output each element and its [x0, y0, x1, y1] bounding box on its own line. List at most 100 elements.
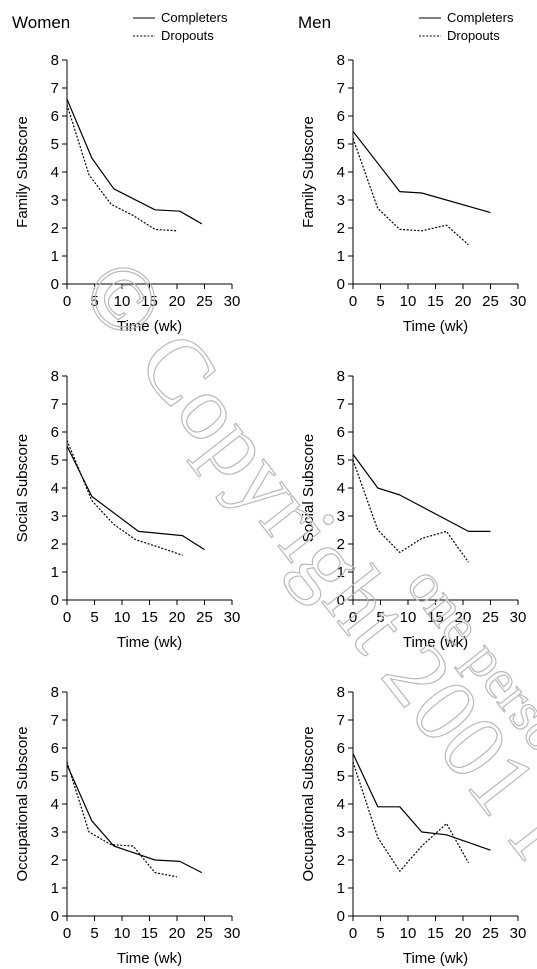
- y-tick-label: 6: [51, 108, 59, 125]
- x-tick-label: 15: [427, 293, 444, 310]
- y-tick-label: 6: [337, 740, 345, 757]
- y-tick-label: 2: [337, 220, 345, 237]
- y-axis-label: Occupational Subscore: [14, 726, 31, 881]
- x-tick-label: 20: [169, 925, 186, 942]
- y-tick-label: 7: [337, 80, 345, 97]
- x-tick-label: 30: [224, 925, 241, 942]
- y-tick-label: 8: [337, 52, 345, 69]
- y-tick-label: 6: [51, 740, 59, 757]
- y-tick-label: 5: [337, 452, 345, 469]
- y-tick-label: 5: [51, 136, 59, 153]
- y-tick-label: 2: [51, 852, 59, 869]
- x-tick-label: 25: [482, 609, 499, 626]
- x-tick-label: 0: [63, 925, 71, 942]
- panel-5: 0 1 2 3 4 5 6 7 8 0 5 10 15 20 25 30 Time (wk) Occupation…: [14, 684, 240, 967]
- x-tick-label: 0: [349, 925, 357, 942]
- y-tick-label: 6: [337, 108, 345, 125]
- x-tick-label: 20: [455, 609, 472, 626]
- y-tick-label: 4: [51, 480, 59, 497]
- x-tick-label: 25: [196, 925, 213, 942]
- y-tick-label: 0: [337, 276, 345, 293]
- y-tick-label: 4: [337, 796, 345, 813]
- y-tick-label: 8: [337, 684, 345, 701]
- y-tick-label: 3: [51, 508, 59, 525]
- y-axis-label: Social Subscore: [300, 434, 317, 542]
- x-tick-label: 15: [141, 293, 158, 310]
- x-tick-label: 5: [376, 609, 384, 626]
- legend-label-completers: Completers: [161, 10, 228, 25]
- y-tick-label: 6: [51, 424, 59, 441]
- legend-label-completers: Completers: [447, 10, 514, 25]
- y-tick-label: 0: [337, 592, 345, 609]
- y-tick-label: 0: [51, 908, 59, 925]
- x-tick-label: 10: [114, 609, 131, 626]
- y-tick-label: 8: [337, 368, 345, 385]
- x-tick-label: 5: [376, 925, 384, 942]
- legend-label-dropouts: Dropouts: [161, 28, 214, 43]
- x-tick-label: 15: [427, 609, 444, 626]
- x-tick-label: 5: [376, 293, 384, 310]
- y-tick-label: 1: [337, 248, 345, 265]
- y-axis-label: Occupational Subscore: [300, 726, 317, 881]
- y-axis-label: Family Subscore: [14, 116, 31, 228]
- x-tick-label: 25: [482, 293, 499, 310]
- x-tick-label: 30: [224, 609, 241, 626]
- series-line-completers: [66, 764, 203, 874]
- panel-3: 0 1 2 3 4 5 6 7 8 0 5 10 15 20 25 30 Time (wk) Social Sub…: [14, 368, 240, 651]
- x-tick-label: 20: [455, 293, 472, 310]
- y-tick-label: 1: [51, 564, 59, 581]
- y-tick-label: 7: [51, 80, 59, 97]
- x-tick-label: 15: [141, 609, 158, 626]
- x-tick-label: 10: [400, 293, 417, 310]
- panel-1: 0 1 2 3 4 5 6 7 8 0 5 10 15 20 25 30 Time (wk) Family Sub…: [12, 10, 240, 335]
- series-line-completers: [66, 445, 205, 551]
- y-tick-label: 5: [337, 768, 345, 785]
- y-tick-label: 7: [337, 712, 345, 729]
- panel-6: 0 1 2 3 4 5 6 7 8 0 5 10 15 20 25 30 Time (wk) Occupation…: [300, 684, 526, 967]
- y-tick-label: 2: [337, 852, 345, 869]
- y-tick-label: 3: [51, 824, 59, 841]
- y-tick-label: 1: [51, 248, 59, 265]
- x-axis-label: Time (wk): [403, 318, 468, 335]
- x-tick-label: 10: [400, 925, 417, 942]
- y-tick-label: 7: [51, 396, 59, 413]
- x-tick-label: 20: [169, 609, 186, 626]
- x-tick-label: 10: [400, 609, 417, 626]
- y-tick-label: 4: [51, 164, 59, 181]
- y-tick-label: 7: [51, 712, 59, 729]
- x-tick-label: 5: [90, 609, 98, 626]
- y-tick-label: 3: [337, 192, 345, 209]
- y-tick-label: 2: [51, 536, 59, 553]
- x-tick-label: 20: [455, 925, 472, 942]
- x-tick-label: 0: [63, 293, 71, 310]
- x-tick-label: 25: [196, 609, 213, 626]
- y-tick-label: 4: [337, 164, 345, 181]
- y-tick-label: 3: [337, 824, 345, 841]
- x-axis-label: Time (wk): [403, 634, 468, 651]
- legend-label-dropouts: Dropouts: [447, 28, 500, 43]
- x-axis-label: Time (wk): [117, 950, 182, 967]
- y-tick-label: 0: [337, 908, 345, 925]
- y-tick-label: 1: [337, 880, 345, 897]
- x-axis-label: Time (wk): [117, 318, 182, 335]
- y-tick-label: 5: [51, 768, 59, 785]
- series-line-dropouts: [66, 104, 178, 232]
- y-tick-label: 8: [51, 368, 59, 385]
- y-tick-label: 0: [51, 592, 59, 609]
- series-line-completers: [352, 454, 491, 533]
- y-tick-label: 1: [51, 880, 59, 897]
- x-tick-label: 25: [196, 293, 213, 310]
- panel-title: Women: [12, 13, 70, 32]
- y-tick-label: 3: [337, 508, 345, 525]
- y-tick-label: 5: [51, 452, 59, 469]
- x-tick-label: 10: [114, 293, 131, 310]
- y-tick-label: 1: [337, 564, 345, 581]
- x-tick-label: 15: [141, 925, 158, 942]
- x-tick-label: 15: [427, 925, 444, 942]
- x-tick-label: 25: [482, 925, 499, 942]
- x-axis-label: Time (wk): [403, 950, 468, 967]
- y-tick-label: 8: [51, 52, 59, 69]
- x-tick-label: 30: [510, 293, 527, 310]
- panel-title: Men: [298, 13, 331, 32]
- x-tick-label: 0: [349, 609, 357, 626]
